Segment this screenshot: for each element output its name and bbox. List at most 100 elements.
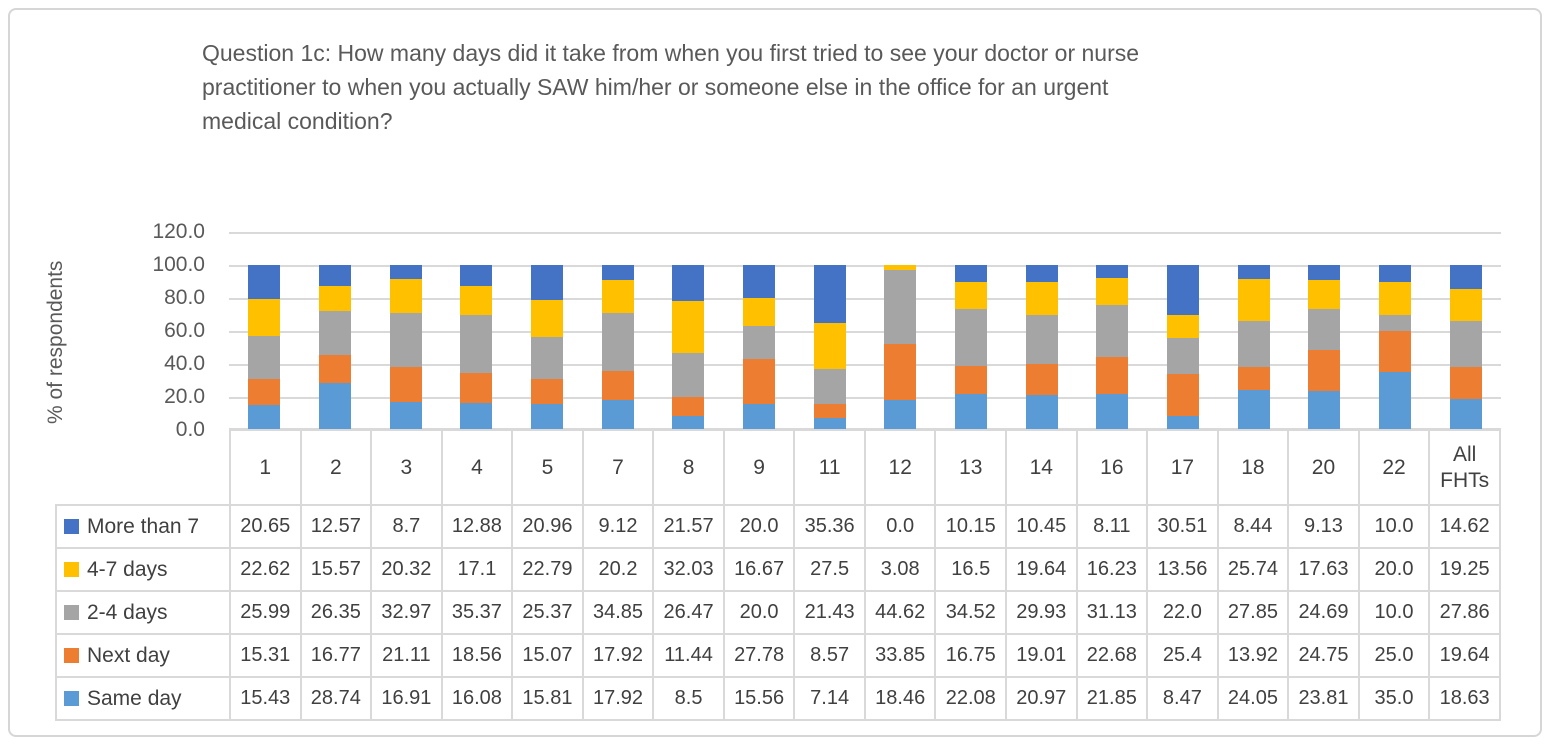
bar-segment — [1096, 393, 1129, 430]
y-axis-tick-label: 100.0 — [152, 253, 205, 276]
value-cell: 21.57 — [652, 504, 725, 549]
value-cell: 17.63 — [1287, 547, 1360, 592]
bar-segment — [1025, 395, 1058, 430]
value-cell: 27.85 — [1216, 590, 1290, 635]
bar-segment — [601, 370, 634, 401]
table-row: 2-4 days 25.99 26.35 32.97 35.37 25.37 34.85 26… — [55, 590, 1501, 635]
bar-column — [794, 232, 865, 430]
category-header: 13 — [934, 429, 1008, 506]
bar-segment — [1096, 265, 1129, 279]
bar-column — [370, 232, 441, 430]
bar-segment — [742, 404, 775, 430]
bar-segment — [884, 399, 917, 430]
y-axis-tick-labels: 120.0 100.0 80.0 60.0 40.0 20.0 0.0 — [95, 0, 205, 460]
bar-segment — [954, 393, 987, 430]
bar-segment — [1308, 390, 1341, 430]
value-cell: 35.37 — [440, 590, 514, 635]
bar-column — [300, 232, 371, 430]
gridline — [229, 265, 1501, 267]
chart-title-line-1: Question 1c: How many days did it take f… — [202, 40, 1140, 66]
bar-segment — [1378, 314, 1411, 331]
table-row: Same day 15.43 28.74 16.91 16.08 15.81 17.92 8.… — [55, 676, 1501, 721]
bar-segment — [389, 312, 422, 368]
value-cell: 8.11 — [1075, 504, 1149, 549]
legend-swatch-icon — [64, 519, 79, 534]
y-axis-title: % of respondents — [44, 260, 67, 424]
category-header: 2 — [299, 429, 373, 506]
bar-segment — [1025, 364, 1058, 396]
value-cell: 9.12 — [581, 504, 655, 549]
bar-segment — [601, 400, 634, 430]
bar-segment — [248, 265, 281, 300]
bar-segment — [530, 403, 563, 430]
bar-segment — [530, 337, 563, 380]
y-axis-tick-label: 120.0 — [152, 220, 205, 243]
table-corner-cell — [56, 430, 230, 505]
value-cell: 18.56 — [440, 633, 514, 678]
value-cell: 10.45 — [1005, 504, 1078, 549]
chart-title-line-3: medical condition? — [202, 108, 393, 134]
bar-segment — [742, 325, 775, 359]
y-axis-tick-label: 20.0 — [164, 385, 205, 408]
category-header: 4 — [440, 429, 514, 506]
value-cell: 13.56 — [1146, 547, 1219, 592]
bar-column — [1218, 232, 1289, 430]
series-label-cell: Next day — [55, 633, 231, 678]
value-cell: 20.32 — [370, 547, 443, 592]
value-cell: 24.69 — [1287, 590, 1360, 635]
bar-segment — [1449, 320, 1482, 367]
value-cell: 25.4 — [1146, 633, 1219, 678]
plot-area — [229, 232, 1501, 430]
bar-column — [724, 232, 795, 430]
value-cell: 22.08 — [934, 676, 1008, 721]
bar-segment — [248, 299, 281, 337]
chart-title-line-2: practitioner to when you actually SAW hi… — [202, 74, 1109, 100]
table-row: More than 7 20.65 12.57 8.7 12.88 20.96 9.12 21… — [55, 504, 1501, 549]
series-label-cell: More than 7 — [55, 504, 231, 549]
bar-column — [1006, 232, 1077, 430]
gridline — [229, 397, 1501, 399]
bar-segment — [460, 314, 493, 373]
bar-segment — [1166, 337, 1199, 375]
value-cell: 20.0 — [722, 590, 796, 635]
bar-segment — [813, 265, 846, 324]
gridline — [229, 364, 1501, 366]
value-cell: 16.23 — [1075, 547, 1149, 592]
bar-segment — [1096, 356, 1129, 394]
bar-segment — [1025, 314, 1058, 365]
category-header: 22 — [1357, 429, 1431, 506]
bar-segment — [884, 343, 917, 400]
value-cell: 8.44 — [1216, 504, 1290, 549]
bar-segment — [530, 265, 563, 300]
y-axis-tick-label: 60.0 — [164, 319, 205, 342]
data-table-header: 1 2 3 4 5 7 8 9 11 12 13 14 16 17 18 20 22 All FHTs — [56, 429, 1501, 506]
value-cell: 31.13 — [1075, 590, 1149, 635]
series-label-cell: Same day — [55, 676, 231, 721]
category-header: 3 — [370, 429, 443, 506]
value-cell: 33.85 — [863, 633, 937, 678]
value-cell: 23.81 — [1287, 676, 1360, 721]
bar-segment — [530, 379, 563, 404]
bar-segment — [1378, 331, 1411, 373]
value-cell: 10.0 — [1357, 504, 1431, 549]
bar-column — [865, 232, 936, 430]
category-header: 9 — [722, 429, 796, 506]
category-header: 1 — [229, 429, 302, 506]
value-cell: 8.47 — [1146, 676, 1219, 721]
bar-segment — [1308, 280, 1341, 310]
value-cell: 27.86 — [1428, 590, 1501, 635]
value-cell: 32.03 — [652, 547, 725, 592]
bar-segment — [389, 367, 422, 403]
bar-segment — [248, 336, 281, 380]
value-cell: 20.0 — [1357, 547, 1431, 592]
value-cell: 29.93 — [1005, 590, 1078, 635]
value-cell: 16.77 — [299, 633, 373, 678]
bar-segment — [672, 397, 705, 416]
value-cell: 22.62 — [229, 547, 302, 592]
value-cell: 17.92 — [581, 633, 655, 678]
bar-segment — [248, 404, 281, 430]
bar-column — [229, 232, 300, 430]
value-cell: 26.35 — [299, 590, 373, 635]
bar-segment — [460, 372, 493, 404]
value-cell: 20.2 — [581, 547, 655, 592]
